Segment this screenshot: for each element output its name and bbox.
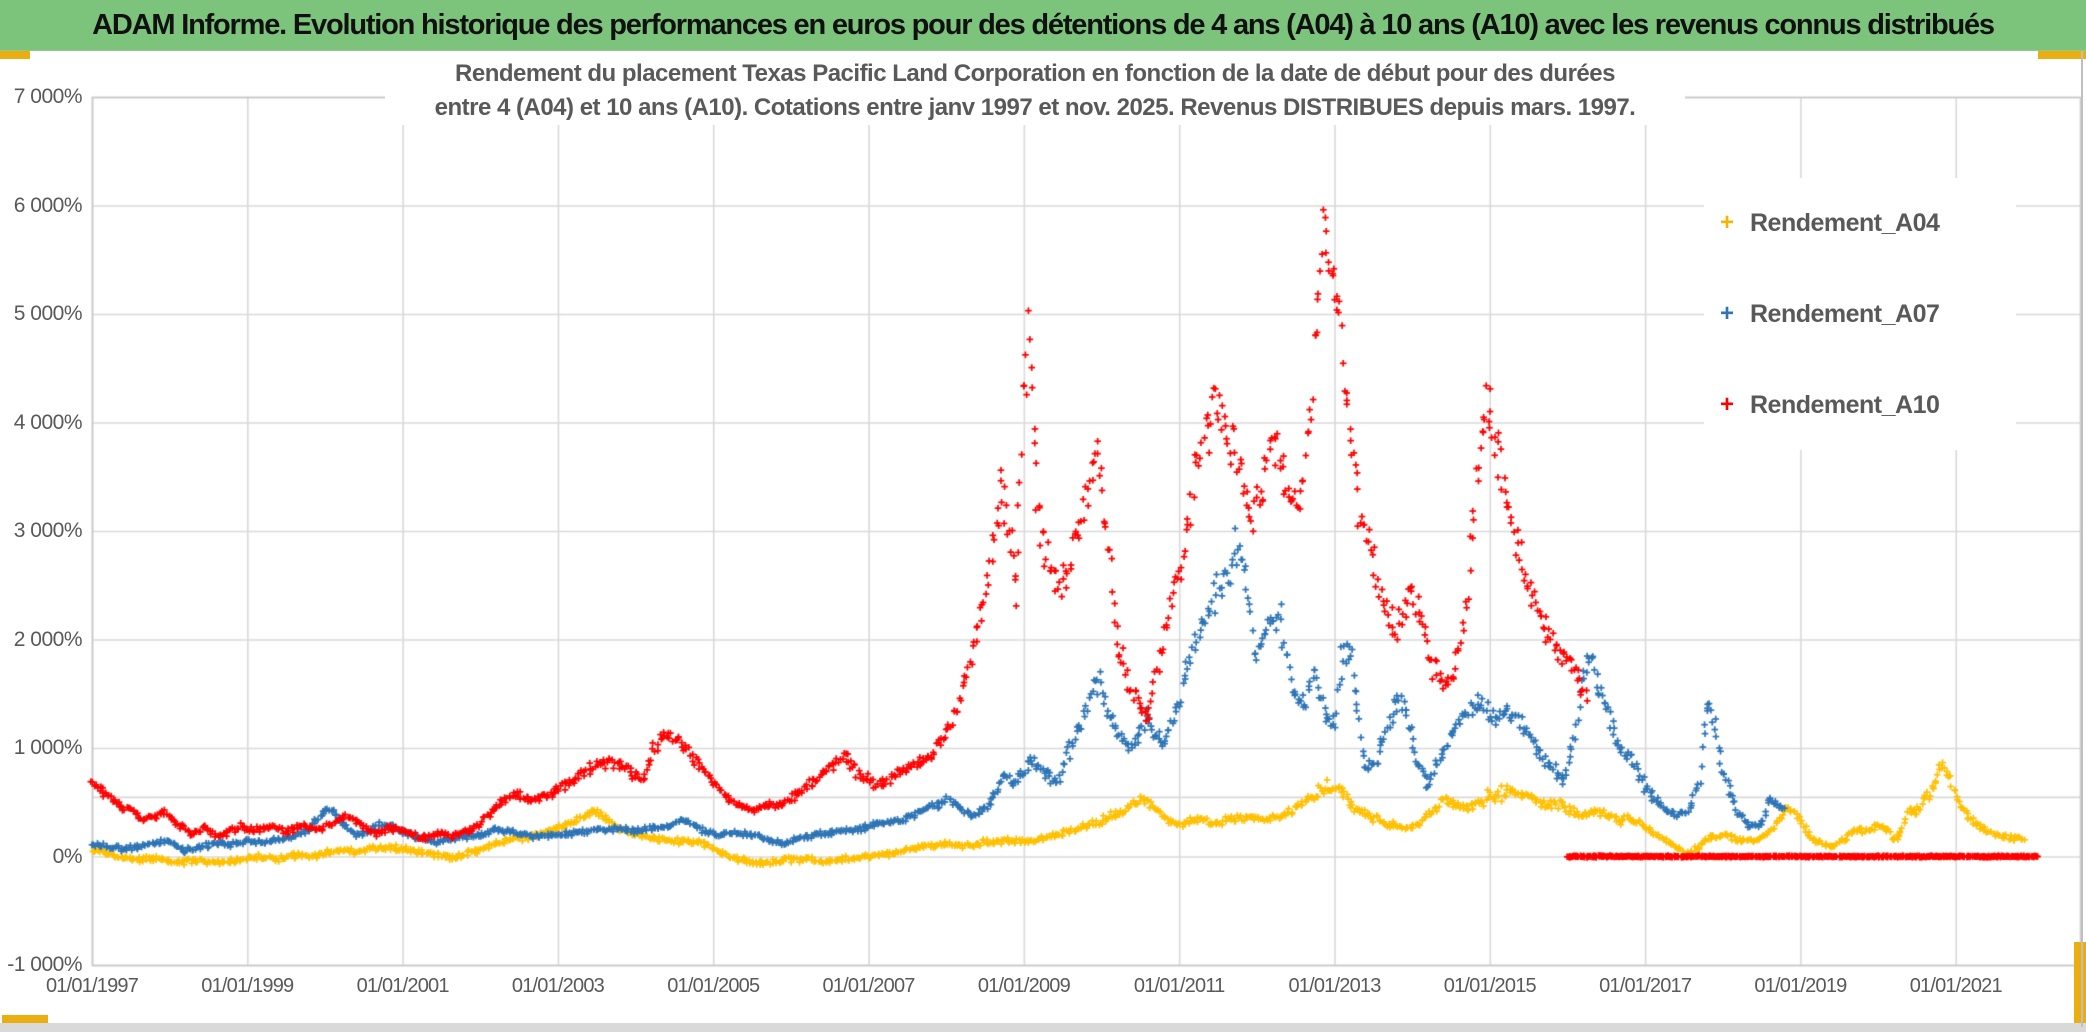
x-axis-tick-label: 01/01/1997 (45, 975, 139, 997)
x-axis-tick-label: 01/01/2009 (977, 975, 1071, 997)
y-axis-tick-label: 3 000% (13, 519, 83, 542)
legend-label: Rendement_A10 (1750, 390, 1940, 419)
legend-item-rendement_a10: + Rendement_A10 (1704, 370, 2016, 440)
y-axis-tick-label: 2 000% (13, 627, 83, 651)
right-frame-line (2081, 51, 2083, 1027)
gold-accent-right (2074, 942, 2086, 1028)
y-axis-tick-label: 0% (52, 844, 83, 868)
x-axis-tick-label: 01/01/2013 (1288, 975, 1381, 997)
plus-marker-icon: + (1719, 300, 1734, 327)
x-axis-tick-label: 01/01/2017 (1599, 975, 1692, 997)
legend-label: Rendement_A07 (1750, 299, 1940, 328)
x-axis-tick-label: 01/01/2003 (511, 975, 605, 997)
x-axis-tick-label: 01/01/2007 (822, 975, 916, 997)
y-axis-tick-label: 5 000% (13, 302, 83, 325)
x-axis-tick-label: 01/01/2011 (1133, 975, 1225, 997)
plus-marker-icon: + (1719, 391, 1734, 418)
x-axis-tick-label: 01/01/2019 (1754, 975, 1847, 997)
legend-item-rendement_a07: + Rendement_A07 (1704, 279, 2016, 349)
x-axis-tick-label: 01/01/2005 (667, 975, 760, 997)
y-axis-tick-label: 7 000% (13, 85, 83, 108)
plus-marker-icon: + (1719, 209, 1734, 236)
y-axis-tick-label: -1 000% (7, 953, 82, 976)
bottom-gray-strip (0, 1023, 2086, 1032)
y-axis-tick-label: 1 000% (13, 736, 83, 759)
x-axis-tick-label: 01/01/1999 (201, 975, 294, 997)
y-axis-tick-label: 6 000% (13, 193, 83, 217)
x-axis-tick-label: 01/01/2001 (356, 975, 450, 997)
x-axis-tick-label: 01/01/2015 (1443, 975, 1537, 997)
chart-title-line2: entre 4 (A04) et 10 ans (A10). Cotations… (434, 94, 1636, 121)
chart-title: Rendement du placement Texas Pacific Lan… (385, 57, 1685, 125)
legend-item-rendement_a04: + Rendement_A04 (1704, 188, 2016, 258)
gold-accent-top-left (0, 51, 30, 59)
y-axis-tick-label: 4 000% (13, 410, 83, 434)
x-axis-tick-label: 01/01/2021 (1909, 975, 2003, 997)
chart-legend: + Rendement_A04 + Rendement_A07 + Rendement_A… (1704, 178, 2016, 450)
gold-accent-top-right (2038, 51, 2086, 59)
legend-label: Rendement_A04 (1750, 208, 1940, 237)
chart-title-line1: Rendement du placement Texas Pacific Lan… (455, 60, 1615, 87)
